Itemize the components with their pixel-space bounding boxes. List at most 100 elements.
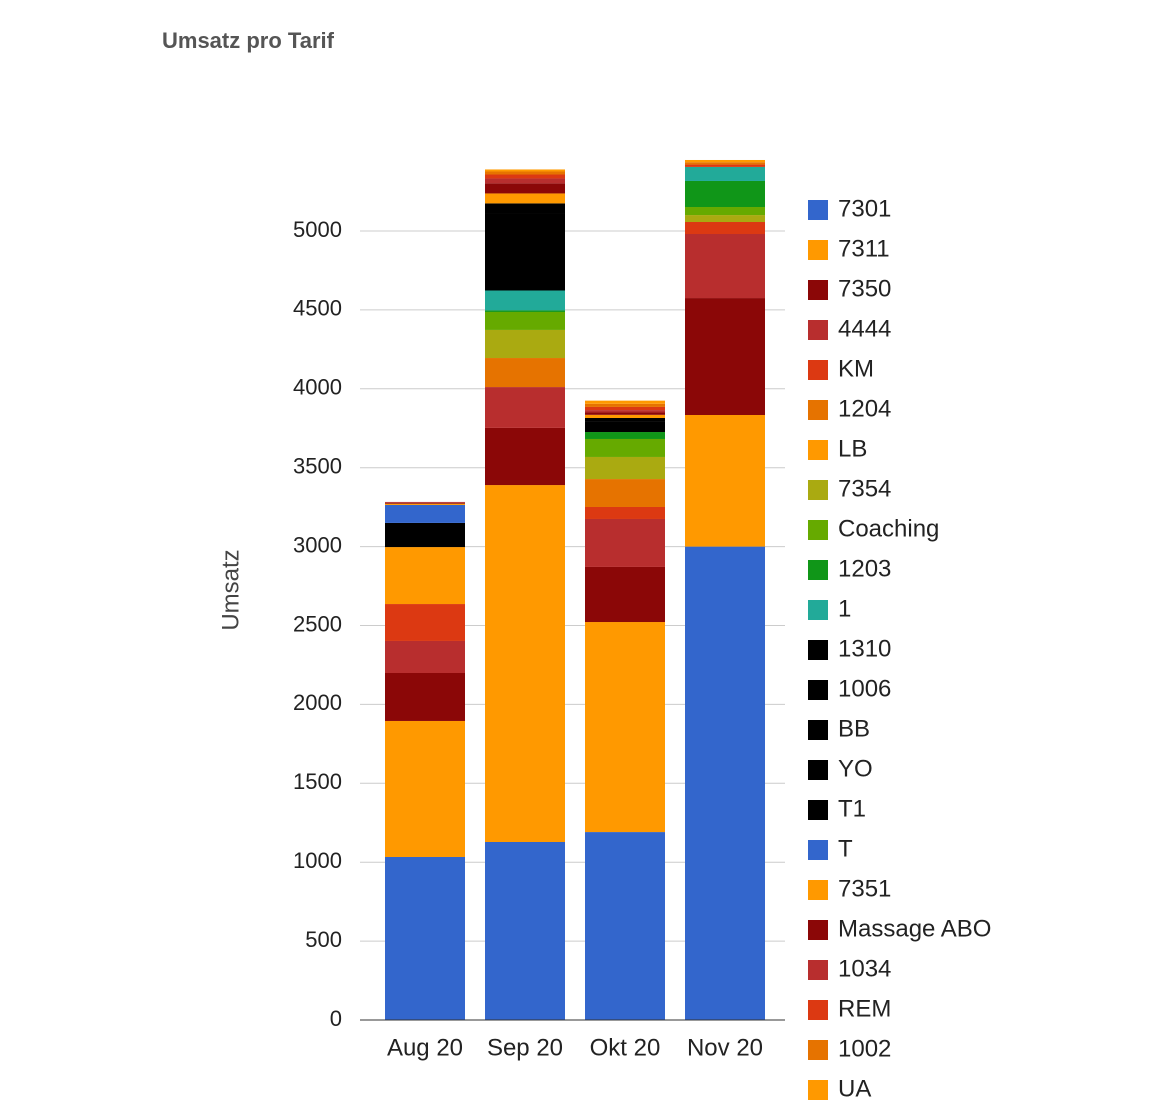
- legend-label: 1034: [838, 955, 891, 982]
- bar-segment: [585, 412, 665, 415]
- bar-segment: [485, 178, 565, 184]
- bar-segment: [685, 414, 765, 547]
- bar-segment: [485, 427, 565, 486]
- legend-swatch: [808, 1040, 828, 1060]
- legend-swatch: [808, 240, 828, 260]
- bar-segment: [485, 171, 565, 175]
- legend-label: T1: [838, 795, 866, 822]
- bar-segment: [485, 193, 565, 204]
- bar-segment: [685, 222, 765, 234]
- legend-label: BB: [838, 715, 870, 742]
- bar-segment: [585, 406, 665, 411]
- legend-label: UA: [838, 1075, 871, 1102]
- bar-segment: [685, 164, 765, 167]
- legend-label: 4444: [838, 315, 891, 342]
- bar-segment: [485, 311, 565, 330]
- bar-segment: [385, 503, 465, 505]
- legend-swatch: [808, 320, 828, 340]
- bar-segment: [585, 438, 665, 457]
- legend-swatch: [808, 880, 828, 900]
- y-tick-label: 3500: [293, 454, 342, 479]
- bar-segment: [585, 421, 665, 433]
- bar-segment: [385, 604, 465, 641]
- legend-swatch: [808, 280, 828, 300]
- bar-segment: [685, 215, 765, 223]
- legend-label: 7301: [838, 195, 891, 222]
- legend-label: Massage ABO: [838, 915, 991, 942]
- x-tick-label: Aug 20: [387, 1034, 463, 1061]
- legend-swatch: [808, 480, 828, 500]
- y-tick-label: 2000: [293, 690, 342, 715]
- bar-segment: [485, 203, 565, 214]
- bar-segment: [485, 485, 565, 843]
- legend-label: 7311: [838, 235, 890, 262]
- legend-swatch: [808, 600, 828, 620]
- legend-label: 1310: [838, 635, 891, 662]
- legend-label: 1204: [838, 395, 891, 422]
- bar-segment: [585, 506, 665, 519]
- legend-swatch: [808, 1080, 828, 1100]
- bar-segment: [685, 233, 765, 299]
- legend-label: 7351: [838, 875, 891, 902]
- y-tick-label: 4000: [293, 375, 342, 400]
- bar-segment: [585, 403, 665, 407]
- legend-swatch: [808, 680, 828, 700]
- bar-segment: [485, 387, 565, 428]
- bar-segment: [685, 162, 765, 165]
- legend-swatch: [808, 720, 828, 740]
- y-tick-label: 5000: [293, 217, 342, 242]
- legend-label: T: [838, 835, 853, 862]
- legend-swatch: [808, 760, 828, 780]
- bar-segment: [385, 502, 465, 504]
- bar-segment: [685, 166, 765, 181]
- bar-segment: [485, 183, 565, 194]
- bar-segment: [585, 622, 665, 833]
- legend-label: 1: [838, 595, 851, 622]
- bar-segment: [485, 329, 565, 359]
- x-tick-label: Okt 20: [590, 1034, 661, 1061]
- bar-segment: [485, 842, 565, 1020]
- bar-segment: [385, 504, 465, 523]
- x-tick-label: Nov 20: [687, 1034, 763, 1061]
- y-tick-label: 1500: [293, 769, 342, 794]
- bar-segment: [385, 547, 465, 605]
- y-tick-label: 1000: [293, 848, 342, 873]
- bar-segment: [385, 856, 465, 1020]
- legend-swatch: [808, 640, 828, 660]
- y-tick-label: 3000: [293, 532, 342, 557]
- bar-segment: [585, 456, 665, 480]
- legend-swatch: [808, 200, 828, 220]
- legend-label: 7354: [838, 475, 891, 502]
- bar-segment: [585, 414, 665, 418]
- bar-segment: [385, 672, 465, 721]
- bar-segment: [685, 207, 765, 216]
- bar-segment: [385, 522, 465, 548]
- bar-segment: [585, 410, 665, 413]
- bar-segment: [585, 518, 665, 567]
- bar-segment: [685, 180, 765, 208]
- legend-swatch: [808, 400, 828, 420]
- y-tick-label: 4500: [293, 296, 342, 321]
- legend-swatch: [808, 960, 828, 980]
- legend-label: REM: [838, 995, 891, 1022]
- legend-label: 1002: [838, 1035, 891, 1062]
- legend-label: KM: [838, 355, 874, 382]
- legend-label: LB: [838, 435, 867, 462]
- y-tick-label: 0: [330, 1006, 342, 1031]
- legend-swatch: [808, 520, 828, 540]
- x-tick-label: Sep 20: [487, 1034, 563, 1061]
- y-tick-label: 2500: [293, 611, 342, 636]
- y-axis-label: Umsatz: [217, 549, 244, 630]
- bar-segment: [685, 546, 765, 1020]
- bar-segment: [385, 640, 465, 673]
- legend-label: 7350: [838, 275, 891, 302]
- bar-segment: [485, 310, 565, 312]
- legend-swatch: [808, 840, 828, 860]
- bar-segment: [585, 479, 665, 507]
- legend-swatch: [808, 440, 828, 460]
- legend-label: Coaching: [838, 515, 939, 542]
- bar-segment: [385, 501, 465, 503]
- bar-segment: [485, 174, 565, 179]
- bar-segment: [485, 169, 565, 172]
- bar-segment: [685, 298, 765, 415]
